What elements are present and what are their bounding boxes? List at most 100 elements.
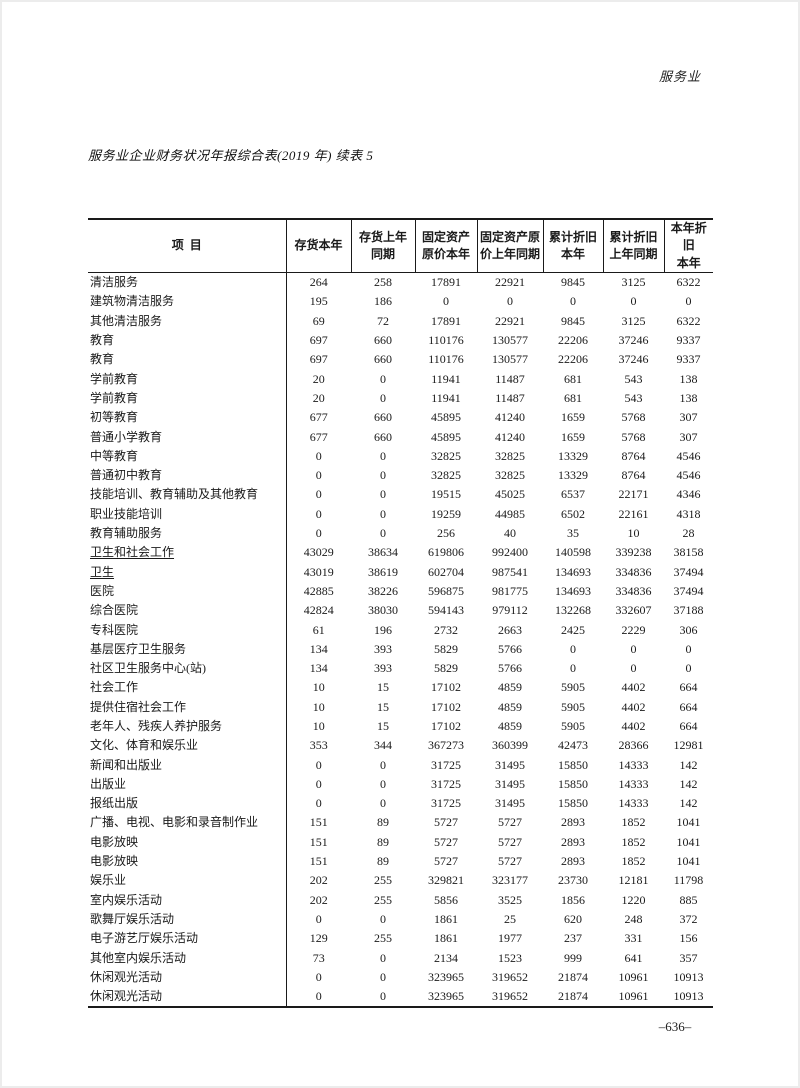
- row-label: 基层医疗卫生服务: [88, 639, 287, 660]
- cell-value: 329821: [428, 873, 464, 888]
- row-label: 休闲观光活动: [88, 967, 287, 988]
- row-label: 文化、体育和娱乐业: [88, 736, 287, 756]
- cell-value: 40: [504, 526, 516, 541]
- cell-value: 38226: [368, 583, 398, 598]
- cell-value: 620: [564, 911, 582, 926]
- cell-value: 0: [380, 487, 386, 502]
- cell-value: 0: [380, 468, 386, 483]
- cell-value: 38030: [368, 603, 398, 618]
- cell-value: 10: [312, 719, 325, 733]
- table-header: 项目 存货本年 存货上年 同期 固定资产 原价本年 固定资产原 价上年同期 累计折旧 本年…: [88, 219, 713, 274]
- cell-value: 4859: [498, 719, 522, 733]
- cell-value: 4402: [621, 699, 646, 714]
- cell-value: 4859: [498, 680, 522, 695]
- cell-value: 0: [570, 294, 576, 309]
- cell-value: 69: [312, 313, 325, 328]
- cell-value: 134693: [555, 583, 591, 598]
- cell-value: 0: [315, 911, 322, 926]
- row-label: 出版业: [88, 774, 287, 795]
- cell-value: 367273: [428, 738, 464, 753]
- cell-value: 306: [679, 622, 698, 637]
- row-label: 其他清洁服务: [88, 311, 287, 332]
- cell-value: 130577: [492, 352, 528, 367]
- cell-value: 3125: [621, 313, 646, 328]
- cell-value: 110176: [428, 352, 464, 367]
- table-row: 电影放映 151 89 5727 5727 2893 1852 1041: [88, 852, 713, 872]
- cell-value: 5727: [498, 854, 522, 869]
- row-label: 学前教育: [88, 388, 287, 409]
- cell-value: 15: [377, 719, 389, 733]
- cell-value: 15850: [558, 776, 588, 791]
- cell-value: 0: [570, 661, 576, 676]
- cell-value: 681: [564, 390, 582, 405]
- cell-value: 0: [685, 641, 692, 656]
- cell-value: 196: [374, 622, 392, 637]
- row-label: 教育: [88, 350, 287, 370]
- cell-value: 3125: [621, 275, 646, 290]
- cell-value: 31725: [431, 757, 461, 772]
- table-row: 其他清洁服务 69 72 17891 22921 9845 3125 6322: [88, 311, 713, 332]
- cell-value: 0: [315, 506, 322, 521]
- cell-value: 142: [679, 796, 698, 811]
- cell-value: 255: [374, 873, 392, 888]
- table-row: 专科医院 61 196 2732 2663 2425 2229 306: [88, 620, 713, 640]
- table-row: 医院 42885 38226 596875 981775 134693 334836 3749…: [88, 581, 713, 602]
- row-label: 电子游艺厅娱乐活动: [88, 929, 287, 949]
- cell-value: 4546: [676, 448, 701, 463]
- cell-value: 19515: [431, 487, 461, 502]
- cell-value: 89: [377, 854, 389, 869]
- cell-value: 19259: [431, 506, 461, 521]
- cell-value: 1856: [561, 892, 585, 907]
- cell-value: 660: [374, 429, 392, 444]
- cell-value: 2893: [561, 815, 585, 830]
- cell-value: 31725: [431, 776, 461, 791]
- cell-value: 13329: [558, 448, 588, 463]
- cell-value: 10: [312, 680, 325, 695]
- cell-value: 1852: [621, 815, 646, 830]
- cell-value: 45895: [431, 410, 461, 425]
- cell-value: 13329: [558, 468, 588, 483]
- cell-value: 61: [312, 622, 325, 637]
- cell-value: 44985: [495, 506, 525, 521]
- cell-value: 22206: [558, 352, 588, 367]
- cell-value: 22921: [495, 313, 525, 328]
- cell-value: 332607: [615, 603, 652, 618]
- table-row: 广播、电视、电影和录音制作业 151 89 5727 5727 2893 1852 1041: [88, 813, 713, 833]
- cell-value: 334836: [615, 583, 652, 598]
- page-number: –636–: [658, 1019, 692, 1034]
- table-row: 报纸出版 0 0 31725 31495 15850 14333 142: [88, 794, 713, 814]
- cell-value: 0: [380, 448, 386, 463]
- table-header-row: 项目 存货本年 存货上年 同期 固定资产 原价本年 固定资产原 价上年同期 累计折旧 本年…: [88, 219, 713, 274]
- cell-value: 319652: [492, 969, 528, 984]
- cell-value: 22206: [558, 333, 588, 348]
- cell-value: 5905: [561, 719, 585, 733]
- table-row: 歌舞厅娱乐活动 0 0 1861 25 620 248 372: [88, 909, 713, 930]
- cell-value: 0: [315, 468, 322, 483]
- cell-value: 0: [315, 969, 322, 984]
- cell-value: 660: [374, 352, 392, 367]
- cell-value: 393: [374, 641, 392, 656]
- column-header: 固定资产原 价上年同期: [477, 219, 544, 274]
- cell-value: 0: [380, 506, 386, 521]
- cell-value: 1861: [434, 911, 458, 926]
- cell-value: 0: [507, 294, 513, 309]
- cell-value: 0: [380, 911, 386, 926]
- row-label: 普通初中教育: [88, 466, 287, 486]
- cell-value: 14333: [618, 757, 649, 772]
- cell-value: 0: [380, 950, 386, 965]
- table-row: 普通小学教育 677 660 45895 41240 1659 5768 307: [88, 427, 713, 447]
- table-row: 卫生和社会工作 43029 38634 619806 992400 140598 33923…: [88, 543, 713, 563]
- cell-value: 6322: [676, 313, 701, 328]
- row-label: 歌舞厅娱乐活动: [88, 909, 287, 930]
- cell-value: 255: [374, 892, 392, 907]
- cell-value: 2229: [621, 622, 646, 637]
- cell-value: 41240: [495, 410, 525, 425]
- cell-value: 129: [309, 931, 328, 946]
- table-row: 其他室内娱乐活动 73 0 2134 1523 999 641 357: [88, 948, 713, 968]
- cell-value: 151: [309, 854, 328, 869]
- cell-value: 89: [377, 834, 389, 849]
- row-label: 建筑物清洁服务: [88, 292, 287, 312]
- cell-value: 331: [624, 931, 643, 946]
- cell-value: 681: [564, 371, 582, 386]
- table-row: 电子游艺厅娱乐活动 129 255 1861 1977 237 331 156: [88, 929, 713, 949]
